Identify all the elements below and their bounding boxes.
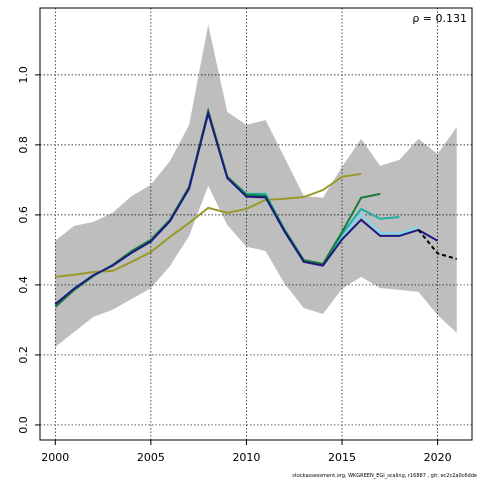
x-tick-label: 2005: [137, 451, 165, 464]
footer: stockassessment.org, WKGREEN_EGI_scaling…: [292, 473, 477, 479]
y-tick-label: 0.0: [17, 416, 30, 434]
annotation: ρ = 0.131: [412, 12, 467, 25]
x-tick-label: 2010: [232, 451, 260, 464]
x-tick-label: 2020: [424, 451, 452, 464]
y-tick-label: 0.6: [17, 206, 30, 224]
y-tick-label: 0.4: [17, 276, 30, 294]
y-tick-label: 0.2: [17, 346, 30, 364]
confidence-band: [55, 24, 457, 347]
y-tick-label: 1.0: [17, 66, 30, 84]
series-line: [55, 172, 362, 278]
x-tick-label: 2000: [41, 451, 69, 464]
y-tick-label: 0.8: [17, 136, 30, 154]
series-line: [417, 229, 457, 260]
series-line: [54, 109, 439, 305]
plot-frame: [39, 7, 473, 441]
x-tick-label: 2015: [328, 451, 356, 464]
